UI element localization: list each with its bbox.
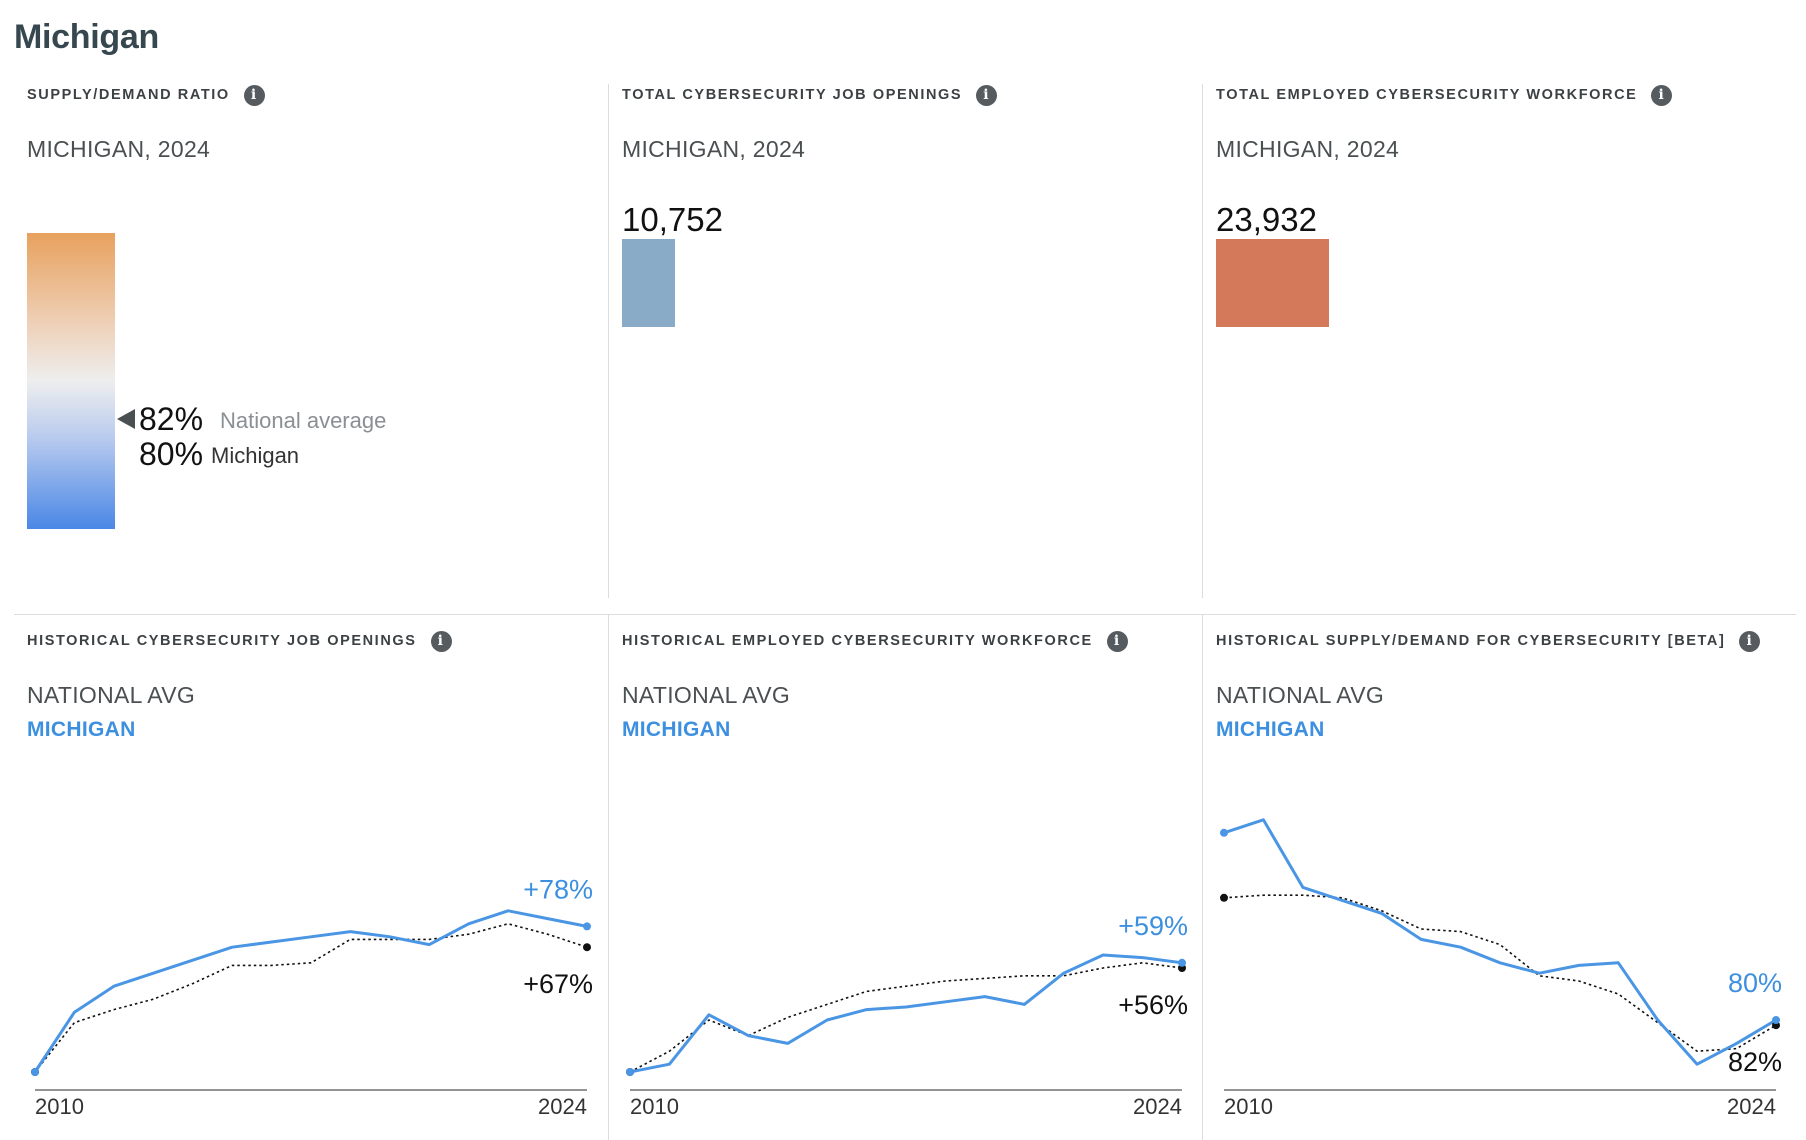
michigan-end-label: +59% bbox=[1118, 911, 1188, 941]
panel-title-text: TOTAL CYBERSECURITY JOB OPENINGS bbox=[622, 87, 963, 103]
national-end-point bbox=[583, 943, 591, 952]
panel-title: HISTORICAL EMPLOYED CYBERSECURITY WORKFO… bbox=[622, 630, 1192, 652]
ratio-gauge: 82% National average 80% Michigan bbox=[27, 233, 587, 533]
x-tick-label: 2024 bbox=[1133, 1094, 1182, 1119]
historical-workforce-panel: HISTORICAL EMPLOYED CYBERSECURITY WORKFO… bbox=[622, 630, 1192, 1140]
legend-michigan: MICHIGAN bbox=[622, 718, 731, 741]
state-ratio-label: Michigan bbox=[211, 443, 300, 468]
legend-national: NATIONAL AVG bbox=[622, 682, 791, 708]
x-tick-label: 2024 bbox=[538, 1094, 587, 1119]
job-openings-bar bbox=[622, 239, 675, 327]
national-end-label: +67% bbox=[523, 969, 593, 999]
michigan-line bbox=[629, 953, 1183, 1074]
panel-title: HISTORICAL SUPPLY/DEMAND FOR CYBERSECURI… bbox=[1216, 630, 1786, 652]
info-icon[interactable]: i bbox=[1739, 630, 1761, 652]
chart-container: 2010 2024 +59% +56% bbox=[622, 770, 1192, 1119]
national-avg-line bbox=[1223, 894, 1777, 1053]
divider bbox=[1202, 614, 1203, 1140]
national-end-label: 82% bbox=[1728, 1047, 1782, 1077]
panel-subtitle: MICHIGAN, 2024 bbox=[1216, 136, 1400, 162]
panel-title: TOTAL EMPLOYED CYBERSECURITY WORKFORCE i bbox=[1216, 84, 1786, 106]
employed-workforce-bar bbox=[1216, 239, 1329, 327]
panel-title: TOTAL CYBERSECURITY JOB OPENINGS i bbox=[622, 84, 1192, 106]
employed-workforce-panel: TOTAL EMPLOYED CYBERSECURITY WORKFORCE i… bbox=[1216, 84, 1786, 584]
chart-container: 2010 2024 80% 82% bbox=[1216, 770, 1786, 1119]
panel-title-text: HISTORICAL CYBERSECURITY JOB OPENINGS bbox=[27, 633, 417, 649]
michigan-start-point bbox=[626, 1068, 634, 1076]
michigan-start-point bbox=[1220, 828, 1228, 837]
national-ratio-value: 82% bbox=[139, 401, 204, 437]
michigan-end-label: 80% bbox=[1728, 968, 1782, 998]
panel-title-text: SUPPLY/DEMAND RATIO bbox=[27, 87, 230, 103]
chart-container: 2010 2024 +78% +67% bbox=[27, 770, 597, 1119]
divider bbox=[608, 614, 609, 1140]
panel-subtitle: MICHIGAN, 2024 bbox=[622, 136, 806, 162]
michigan-end-point bbox=[583, 922, 591, 931]
ratio-gradient-bar bbox=[27, 233, 115, 529]
employed-workforce-value: 23,932 bbox=[1216, 201, 1317, 238]
marker-arrow-icon bbox=[117, 409, 135, 429]
historical-supply-demand-panel: HISTORICAL SUPPLY/DEMAND FOR CYBERSECURI… bbox=[1216, 630, 1786, 1140]
info-icon[interactable]: i bbox=[243, 84, 265, 106]
panel-title: HISTORICAL CYBERSECURITY JOB OPENINGS i bbox=[27, 630, 597, 652]
x-tick-label: 2024 bbox=[1727, 1094, 1776, 1119]
legend-michigan: MICHIGAN bbox=[1216, 718, 1325, 741]
panel-title: SUPPLY/DEMAND RATIO i bbox=[27, 84, 597, 106]
national-avg-line bbox=[34, 922, 588, 1073]
divider bbox=[14, 614, 1796, 615]
michigan-start-point bbox=[31, 1068, 39, 1076]
page-title: Michigan bbox=[14, 18, 159, 56]
national-avg-line bbox=[629, 961, 1183, 1073]
michigan-end-point bbox=[1178, 958, 1186, 967]
job-openings-panel: TOTAL CYBERSECURITY JOB OPENINGS i MICHI… bbox=[622, 84, 1192, 584]
supply-demand-ratio-panel: SUPPLY/DEMAND RATIO i MICHIGAN, 2024 82%… bbox=[27, 84, 597, 584]
michigan-line bbox=[33, 909, 588, 1073]
panel-subtitle: MICHIGAN, 2024 bbox=[27, 136, 211, 162]
x-tick-label: 2010 bbox=[1224, 1094, 1273, 1119]
panel-title-text: TOTAL EMPLOYED CYBERSECURITY WORKFORCE bbox=[1216, 87, 1638, 103]
legend-national: NATIONAL AVG bbox=[27, 682, 196, 708]
legend-michigan: MICHIGAN bbox=[27, 718, 136, 741]
divider bbox=[608, 84, 609, 598]
historical-openings-chart: 2010 2024 +78% +67% bbox=[31, 874, 593, 1119]
national-end-label: +56% bbox=[1118, 990, 1188, 1020]
job-openings-value: 10,752 bbox=[622, 201, 723, 238]
national-ratio-label: National average bbox=[220, 408, 387, 433]
info-icon[interactable]: i bbox=[1106, 630, 1128, 652]
panel-title-text: HISTORICAL SUPPLY/DEMAND FOR CYBERSECURI… bbox=[1216, 633, 1726, 649]
panel-title-text: HISTORICAL EMPLOYED CYBERSECURITY WORKFO… bbox=[622, 633, 1093, 649]
michigan-end-point bbox=[1772, 1016, 1780, 1024]
state-ratio-value: 80% bbox=[139, 436, 204, 472]
legend-national: NATIONAL AVG bbox=[1216, 682, 1385, 708]
info-icon[interactable]: i bbox=[1651, 84, 1673, 106]
national-start-point bbox=[1220, 893, 1228, 902]
x-tick-label: 2010 bbox=[35, 1094, 84, 1119]
x-tick-label: 2010 bbox=[630, 1094, 679, 1119]
michigan-line bbox=[1223, 818, 1777, 1066]
historical-workforce-chart: 2010 2024 +59% +56% bbox=[626, 911, 1188, 1119]
historical-supply-demand-chart: 2010 2024 80% 82% bbox=[1220, 818, 1782, 1119]
michigan-end-label: +78% bbox=[523, 874, 593, 904]
historical-openings-panel: HISTORICAL CYBERSECURITY JOB OPENINGS i … bbox=[27, 630, 597, 1140]
info-icon[interactable]: i bbox=[976, 84, 998, 106]
divider bbox=[1202, 84, 1203, 598]
info-icon[interactable]: i bbox=[430, 630, 452, 652]
